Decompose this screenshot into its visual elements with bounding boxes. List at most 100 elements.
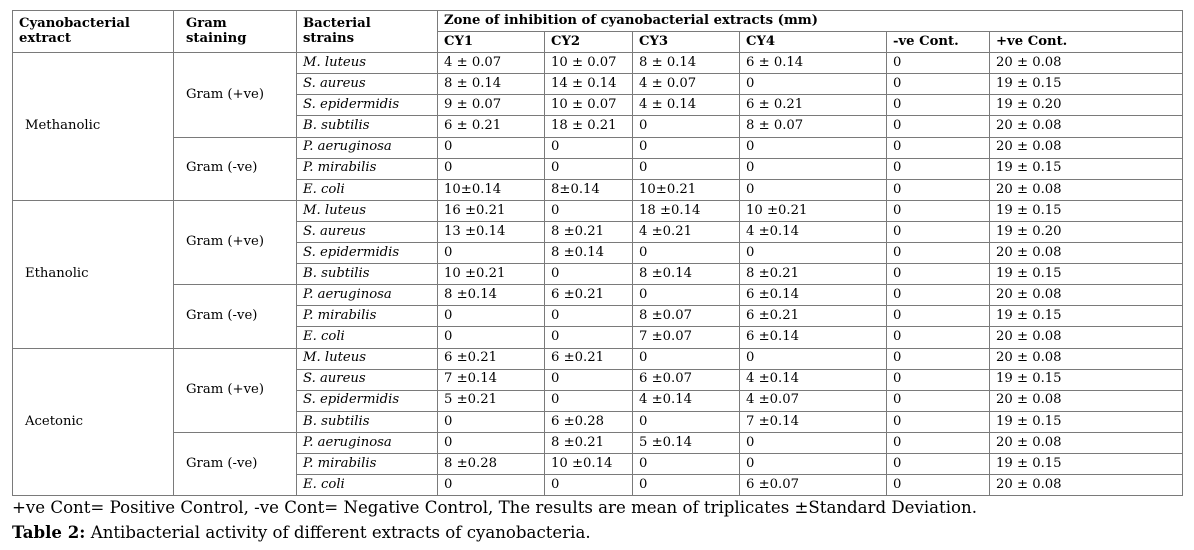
value-cell: 19 ± 0.20 (988, 220, 1184, 244)
value-cell: 0 (886, 368, 990, 391)
table-row: E. coli 0 0 0 6 ±0.07 0 20 ± 0.08 (13, 474, 1184, 497)
table-row: E. coli 0 0 7 ±0.07 6 ±0.14 0 20 ± 0.08 (13, 326, 1184, 349)
value-cell: 8 ± 0.14 (437, 73, 545, 96)
value-cell: 8 ±0.21 (544, 220, 633, 244)
value-cell: 16 ±0.21 (437, 199, 545, 222)
value-cell: 0 (632, 347, 740, 370)
value-cell: 20 ± 0.08 (988, 326, 1184, 349)
value-cell: 0 (739, 347, 887, 370)
value-cell: 10±0.21 (632, 178, 740, 201)
value-cell: 0 (437, 431, 545, 454)
value-cell: 0 (544, 474, 633, 497)
value-cell: 0 (739, 431, 887, 454)
value-cell: 10 ±0.21 (739, 199, 887, 222)
strain-cell: M. luteus (296, 347, 438, 370)
value-cell: 0 (632, 136, 740, 159)
value-cell: 20 ± 0.08 (988, 115, 1184, 138)
value-cell: 13 ±0.14 (437, 220, 545, 244)
value-cell: 6 ±0.28 (544, 410, 633, 433)
value-cell: 0 (632, 410, 740, 433)
value-cell: 0 (886, 220, 990, 244)
value-cell: 0 (886, 52, 990, 75)
strain-cell: P. mirabilis (296, 452, 438, 476)
value-cell: 0 (544, 389, 633, 412)
results-table: Cyanobacterial extract Gram staining Bacte… (12, 9, 1184, 497)
table-row: S. epidermidis 5 ±0.21 0 4 ±0.14 4 ±0.07 0 20 … (13, 389, 1184, 412)
value-cell: 6 ±0.21 (739, 305, 887, 328)
value-cell: 6 ±0.21 (437, 347, 545, 370)
value-cell: 0 (544, 199, 633, 222)
value-cell: 0 (437, 326, 545, 349)
value-cell: 0 (437, 410, 545, 433)
value-cell: 0 (632, 115, 740, 138)
value-cell: 6 ±0.14 (739, 326, 887, 349)
value-cell: 0 (544, 305, 633, 328)
value-cell: 20 ± 0.08 (988, 389, 1184, 412)
value-cell: 0 (632, 474, 740, 497)
strain-cell: S. aureus (296, 368, 438, 391)
caption-label: Table 2: (12, 522, 86, 542)
value-cell: 19 ± 0.15 (988, 263, 1184, 286)
table-row: P. mirabilis 0 0 8 ±0.07 6 ±0.21 0 19 ± 0.15 (13, 305, 1184, 328)
strain-cell: B. subtilis (296, 410, 438, 433)
table-row: Acetonic Gram (+ve) M. luteus 6 ±0.21 6 ±0.2… (12, 347, 1184, 497)
table-row: P. mirabilis 0 0 0 0 0 19 ± 0.15 (13, 157, 1184, 180)
header-negative-control: -ve Cont. (886, 31, 990, 54)
value-cell: 8 ±0.21 (544, 431, 633, 454)
value-cell: 8 ±0.28 (437, 452, 545, 476)
value-cell: 19 ± 0.15 (988, 199, 1184, 222)
value-cell: 0 (886, 326, 990, 349)
header-cy4: CY4 (739, 31, 887, 54)
gram-staining-cell: Gram (+ve) (173, 347, 297, 433)
value-cell: 0 (886, 347, 990, 370)
value-cell: 6 ±0.21 (544, 347, 633, 370)
table-row: S. aureus 13 ±0.14 8 ±0.21 4 ±0.21 4 ±0.14 0 1… (13, 220, 1184, 244)
value-cell: 0 (632, 284, 740, 307)
table-row: Gram (-ve) P. aeruginosa 0 8 ±0.21 5 ±0.14 0 0… (13, 431, 1184, 497)
value-cell: 0 (544, 326, 633, 349)
table-row: S. aureus 7 ±0.14 0 6 ±0.07 4 ±0.14 0 19 ± 0.1… (13, 368, 1184, 391)
strain-cell: B. subtilis (296, 263, 438, 286)
strain-cell: P. mirabilis (296, 157, 438, 180)
value-cell: 0 (739, 136, 887, 159)
value-cell: 0 (886, 115, 990, 138)
strain-cell: S. epidermidis (296, 389, 438, 412)
table-row: S. epidermidis 9 ± 0.07 10 ± 0.07 4 ± 0.14 6… (13, 94, 1184, 117)
strain-cell: E. coli (296, 178, 438, 201)
extract-cell: Acetonic (12, 347, 174, 497)
value-cell: 0 (886, 474, 990, 497)
strain-cell: P. aeruginosa (296, 136, 438, 159)
value-cell: 7 ±0.07 (632, 326, 740, 349)
value-cell: 0 (544, 157, 633, 180)
table-caption: Table 2: Antibacterial activity of diffe… (12, 522, 591, 542)
value-cell: 0 (886, 242, 990, 265)
value-cell: 19 ± 0.15 (988, 452, 1184, 476)
value-cell: 19 ± 0.20 (988, 94, 1184, 117)
table-row: B. subtilis 10 ±0.21 0 8 ±0.14 8 ±0.21 0 19 ± … (13, 263, 1184, 286)
header-gram-staining: Gram staining (173, 9, 297, 54)
value-cell: 0 (886, 305, 990, 328)
value-cell: 0 (739, 157, 887, 180)
value-cell: 20 ± 0.08 (988, 474, 1184, 497)
value-cell: 10 ±0.21 (437, 263, 545, 286)
header-cy2: CY2 (544, 31, 633, 54)
value-cell: 4 ±0.14 (632, 389, 740, 412)
value-cell: 0 (886, 452, 990, 476)
value-cell: 8 ±0.21 (739, 263, 887, 286)
strain-cell: P. mirabilis (296, 305, 438, 328)
gram-staining-cell: Gram (-ve) (173, 136, 297, 201)
strain-cell: S. aureus (296, 220, 438, 244)
gram-staining-cell: Gram (+ve) (173, 52, 297, 138)
value-cell: 19 ± 0.15 (988, 305, 1184, 328)
value-cell: 19 ± 0.15 (988, 73, 1184, 96)
table-row: B. subtilis 0 6 ±0.28 0 7 ±0.14 0 19 ± 0.15 (13, 410, 1184, 433)
value-cell: 0 (739, 178, 887, 201)
value-cell: 4 ±0.07 (739, 389, 887, 412)
value-cell: 9 ± 0.07 (437, 94, 545, 117)
gram-staining-cell: Gram (+ve) (173, 199, 297, 286)
header-cy1: CY1 (437, 31, 545, 54)
value-cell: 0 (632, 157, 740, 180)
value-cell: 20 ± 0.08 (988, 136, 1184, 159)
value-cell: 6 ±0.14 (739, 284, 887, 307)
value-cell: 19 ± 0.15 (988, 157, 1184, 180)
